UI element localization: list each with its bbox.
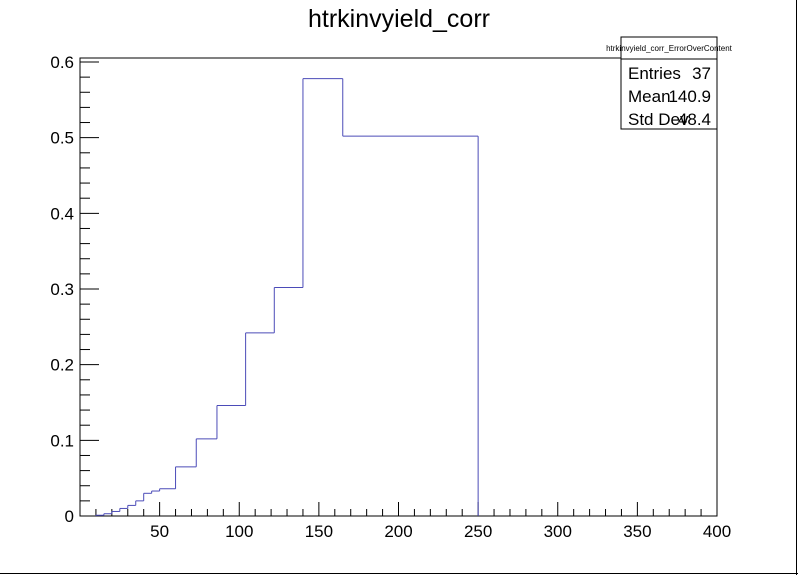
stats-mean-value: 140.9: [668, 87, 711, 106]
stats-stddev-value: 48.4: [678, 110, 711, 129]
x-tick-label: 150: [305, 522, 333, 541]
x-tick-label: 250: [464, 522, 492, 541]
x-tick-label: 100: [225, 522, 253, 541]
stats-mean-label: Mean: [628, 87, 671, 106]
stats-box-title: htrkinvyield_corr_ErrorOverContent: [606, 44, 733, 53]
y-tick-label: 0.4: [50, 204, 74, 223]
stats-stddev-label: Std Dev: [628, 110, 689, 129]
chart-title: htrkinvyield_corr: [308, 5, 490, 33]
stats-box: htrkinvyield_corr_ErrorOverContent Entri…: [606, 36, 733, 130]
y-tick-label: 0.1: [50, 431, 74, 450]
stats-entries-value: 37: [692, 64, 711, 83]
x-tick-label: 50: [150, 522, 169, 541]
x-tick-label: 200: [384, 522, 412, 541]
stats-entries-label: Entries: [628, 64, 681, 83]
stats-box-frame: [620, 36, 718, 130]
x-tick-label: 350: [623, 522, 651, 541]
y-tick-label: 0: [65, 507, 74, 526]
y-tick-label: 0.6: [50, 53, 74, 72]
y-tick-label: 0.5: [50, 129, 74, 148]
y-tick-label: 0.3: [50, 280, 74, 299]
x-tick-label: 400: [703, 522, 731, 541]
x-tick-label: 300: [544, 522, 572, 541]
y-tick-label: 0.2: [50, 356, 74, 375]
